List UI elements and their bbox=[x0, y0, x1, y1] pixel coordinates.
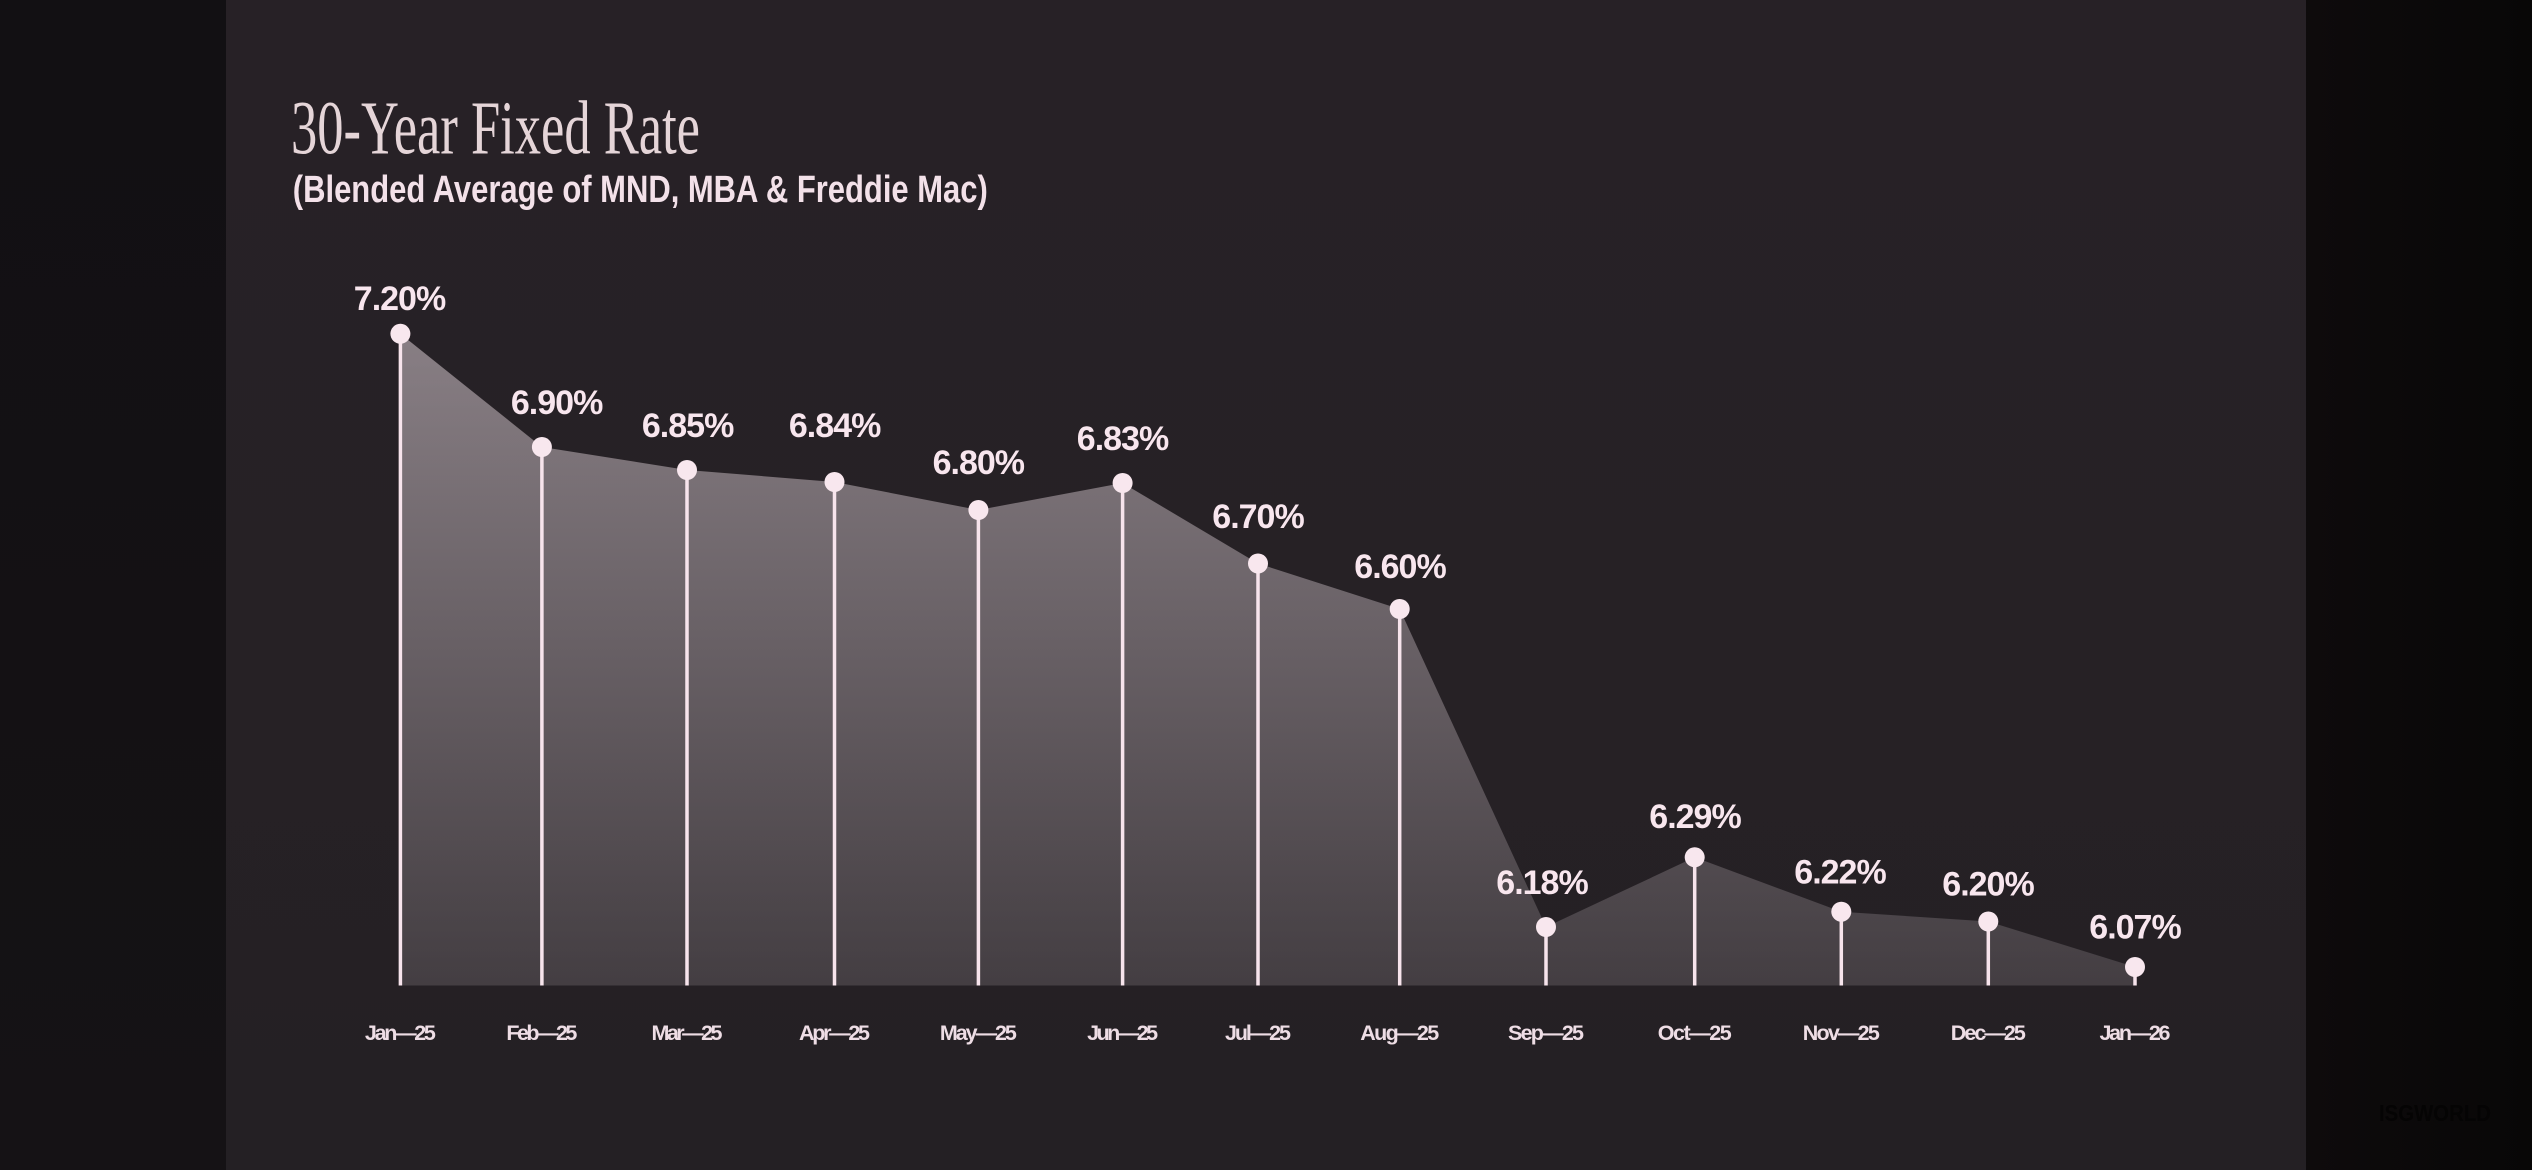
svg-text:6.60%: 6.60% bbox=[1354, 548, 1446, 586]
svg-text:Dec—25: Dec—25 bbox=[1951, 1021, 2026, 1045]
svg-text:7.20%: 7.20% bbox=[354, 280, 446, 318]
svg-text:Aug—25: Aug—25 bbox=[1360, 1021, 1439, 1045]
svg-text:6.84%: 6.84% bbox=[789, 407, 881, 445]
svg-text:(Blended Average of MND, MBA &: (Blended Average of MND, MBA & Freddie M… bbox=[293, 169, 988, 211]
svg-text:6.20%: 6.20% bbox=[1942, 866, 2034, 904]
svg-text:6.07%: 6.07% bbox=[2089, 909, 2181, 947]
svg-text:Apr—25: Apr—25 bbox=[799, 1021, 870, 1045]
svg-text:Feb—25: Feb—25 bbox=[506, 1021, 577, 1045]
svg-text:Jan—26: Jan—26 bbox=[2100, 1021, 2171, 1045]
svg-text:Mar—25: Mar—25 bbox=[652, 1021, 723, 1045]
svg-text:6.29%: 6.29% bbox=[1649, 798, 1741, 836]
svg-text:6.70%: 6.70% bbox=[1212, 498, 1304, 536]
svg-text:6.18%: 6.18% bbox=[1496, 864, 1588, 902]
svg-text:Jun—25: Jun—25 bbox=[1087, 1021, 1158, 1045]
svg-text:Nov—25: Nov—25 bbox=[1803, 1021, 1880, 1045]
svg-text:May—25: May—25 bbox=[940, 1021, 1017, 1045]
svg-text:6.80%: 6.80% bbox=[933, 444, 1025, 482]
svg-text:6.83%: 6.83% bbox=[1077, 420, 1169, 458]
svg-text:Jan—25: Jan—25 bbox=[365, 1021, 436, 1045]
svg-text:6.90%: 6.90% bbox=[511, 384, 603, 422]
svg-text:ISGWORLD: ISGWORLD bbox=[2379, 1100, 2491, 1126]
svg-text:Sep—25: Sep—25 bbox=[1508, 1021, 1584, 1045]
svg-text:Jul—25: Jul—25 bbox=[1225, 1021, 1291, 1045]
svg-text:Oct—25: Oct—25 bbox=[1658, 1021, 1732, 1045]
svg-text:6.85%: 6.85% bbox=[642, 407, 734, 445]
svg-text:6.22%: 6.22% bbox=[1794, 854, 1886, 892]
svg-text:30-Year Fixed Rate: 30-Year Fixed Rate bbox=[291, 86, 700, 171]
